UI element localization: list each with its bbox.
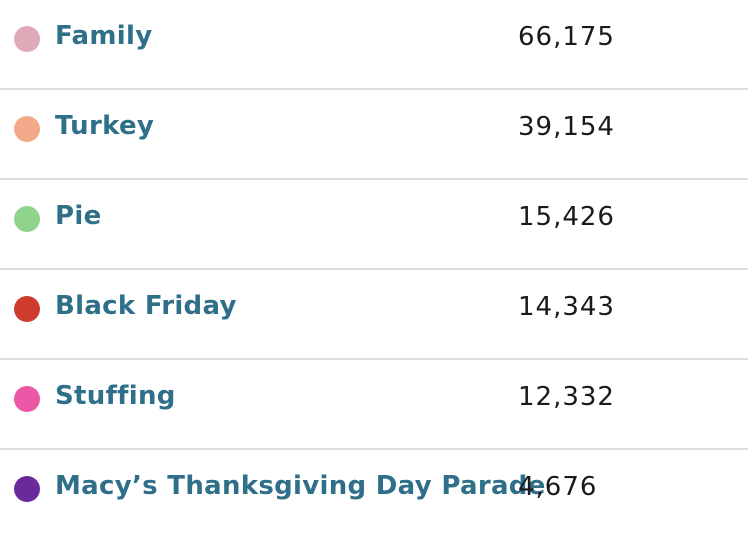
list-item: Macy’s Thanksgiving Day Parade 4,676 — [0, 450, 748, 540]
color-dot-icon — [14, 116, 40, 142]
item-count: 66,175 — [518, 22, 615, 52]
item-count: 39,154 — [518, 112, 615, 142]
item-label-link[interactable]: Pie — [55, 201, 102, 231]
item-count: 12,332 — [518, 382, 615, 412]
color-dot-icon — [14, 386, 40, 412]
color-dot-icon — [14, 206, 40, 232]
item-label-link[interactable]: Turkey — [55, 111, 155, 141]
item-count: 14,343 — [518, 292, 615, 322]
list-item: Black Friday 14,343 — [0, 270, 748, 360]
color-dot-icon — [14, 296, 40, 322]
item-label-link[interactable]: Stuffing — [55, 381, 176, 411]
list-item: Pie 15,426 — [0, 180, 748, 270]
item-label-link[interactable]: Macy’s Thanksgiving Day Parade — [55, 471, 546, 501]
item-label-link[interactable]: Black Friday — [55, 291, 237, 321]
item-count: 15,426 — [518, 202, 615, 232]
color-dot-icon — [14, 476, 40, 502]
list-item: Stuffing 12,332 — [0, 360, 748, 450]
list-item: Turkey 39,154 — [0, 90, 748, 180]
list-item: Family 66,175 — [0, 0, 748, 90]
item-label-link[interactable]: Family — [55, 21, 153, 51]
color-dot-icon — [14, 26, 40, 52]
item-count: 4,676 — [518, 472, 598, 502]
